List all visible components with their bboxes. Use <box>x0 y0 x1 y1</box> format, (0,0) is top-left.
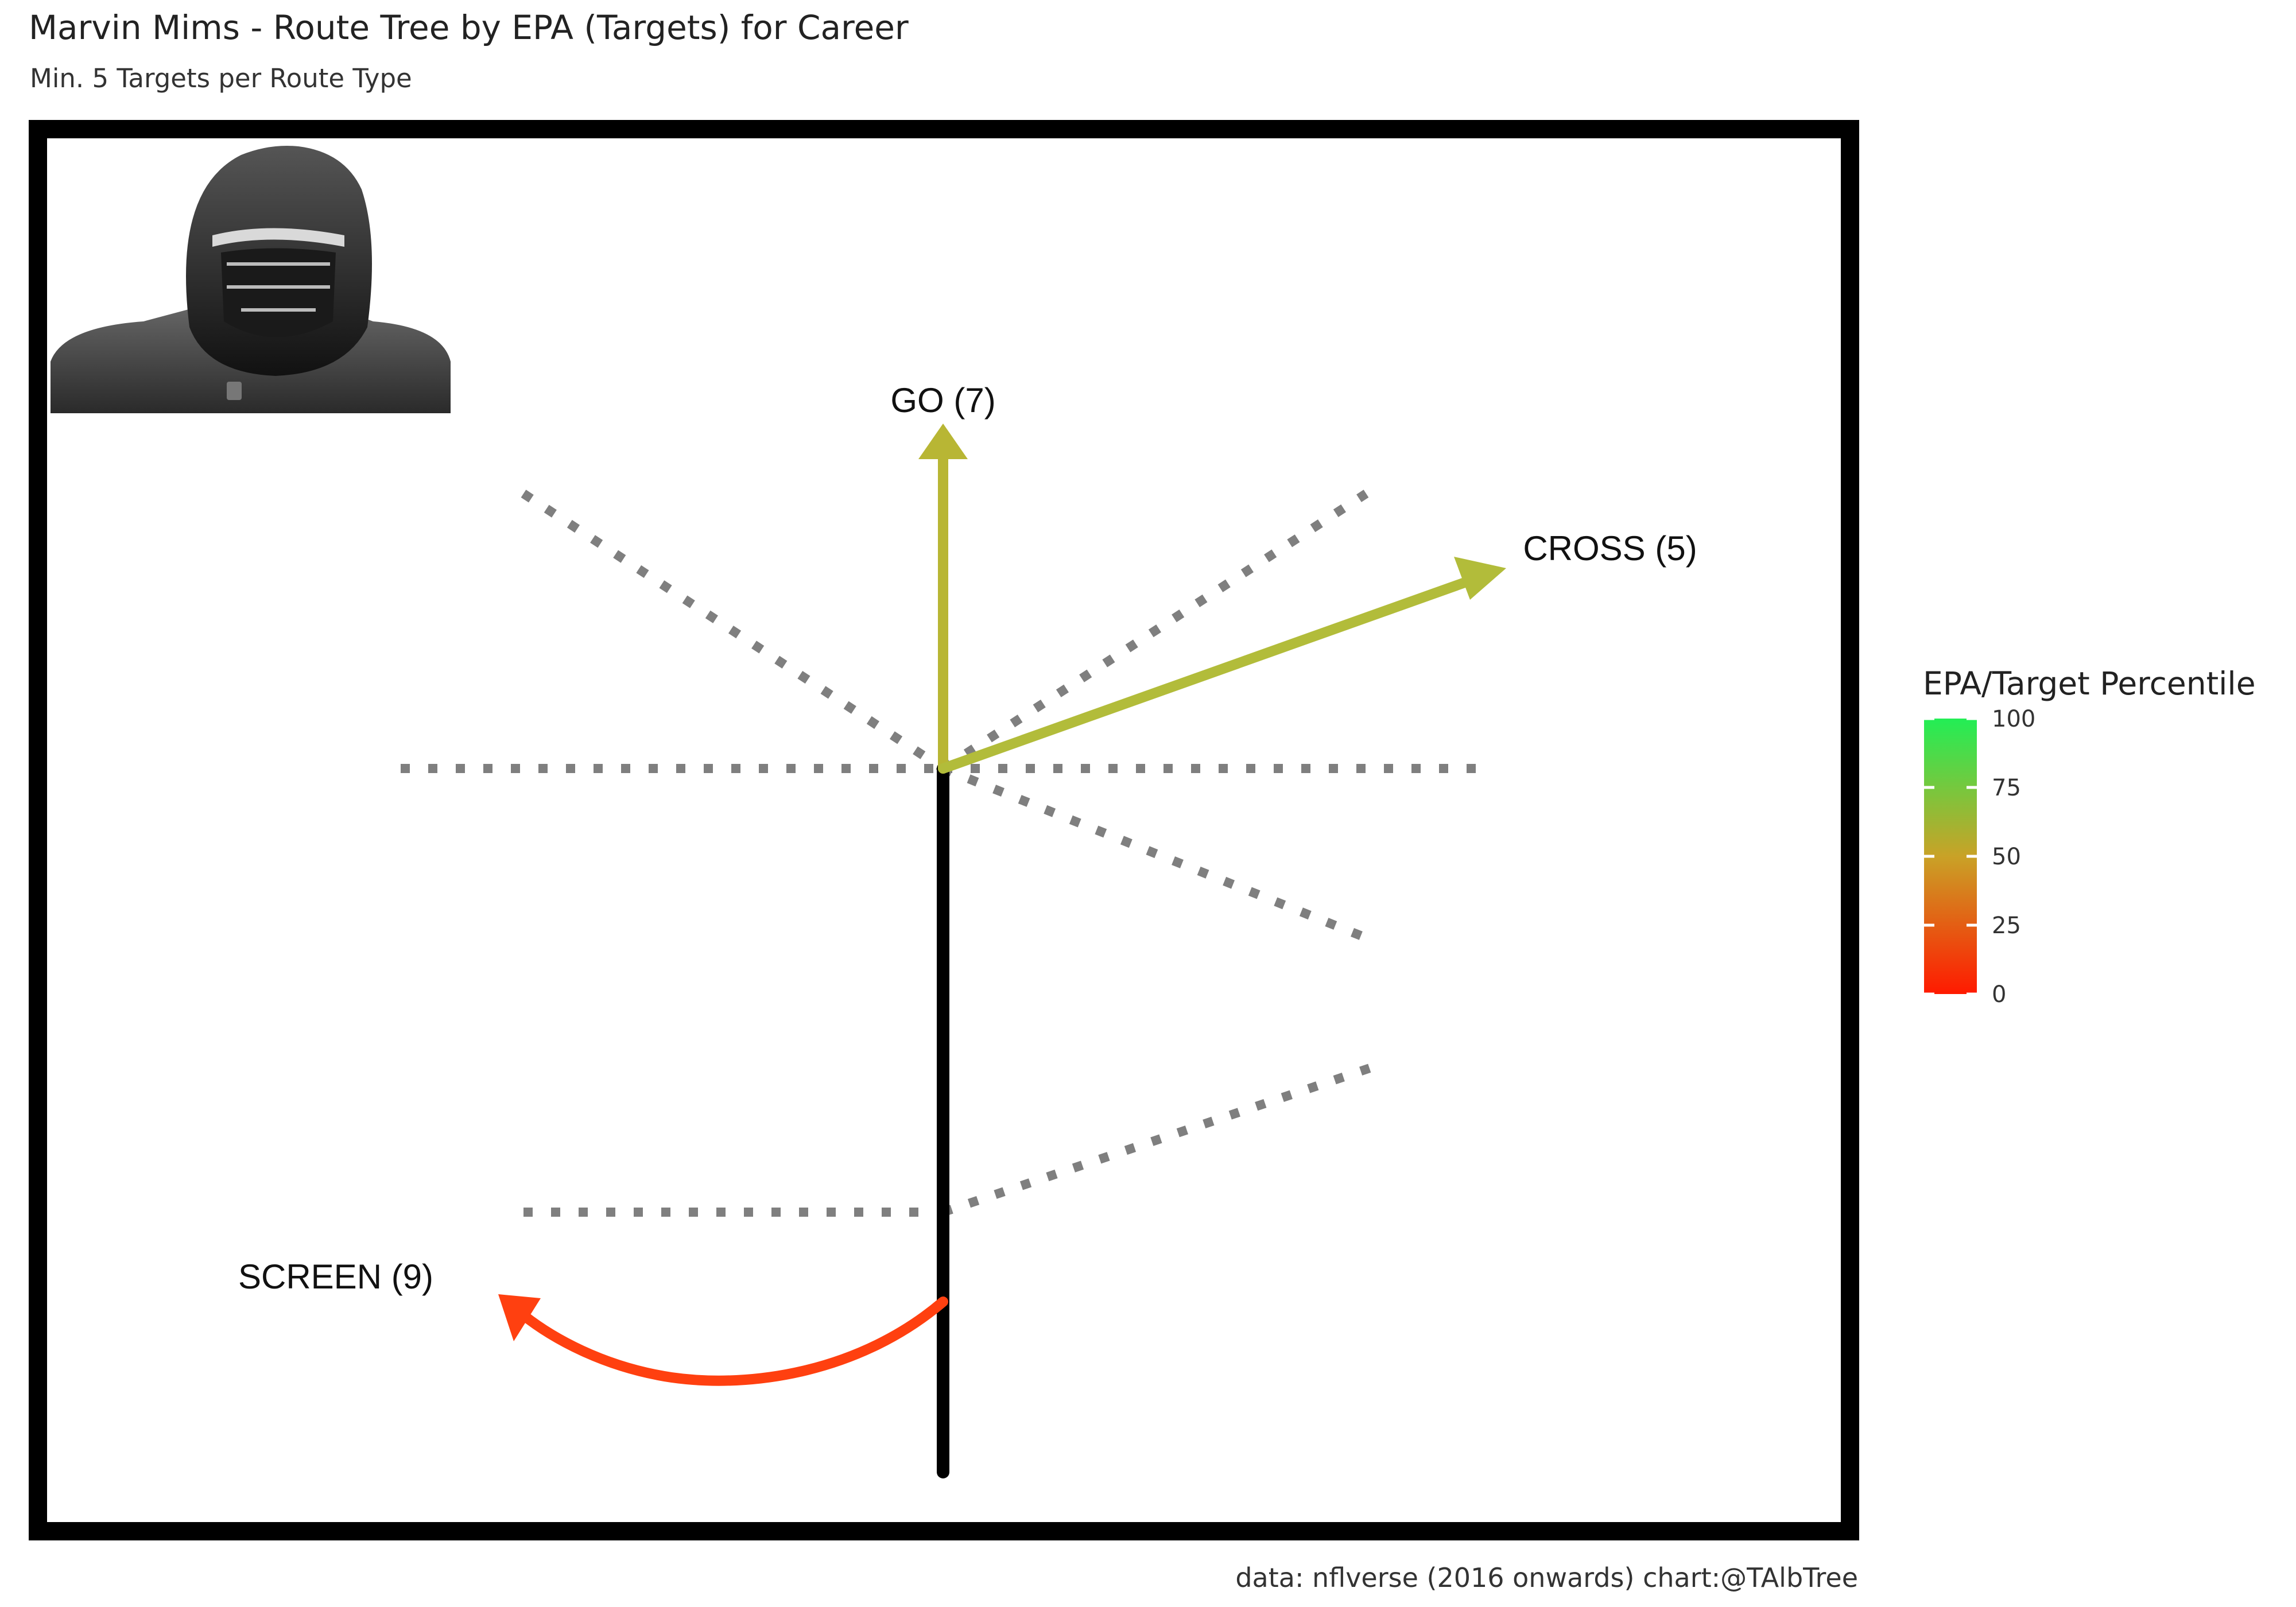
route-label-go: GO (7) <box>890 381 995 420</box>
legend-tick-label: 50 <box>1992 844 2021 870</box>
chart-caption: data: nflverse (2016 onwards) chart:@TAl… <box>1235 1562 1858 1593</box>
template-route-short-up <box>941 1059 1385 1217</box>
route-label-screen: SCREEN (9) <box>238 1257 433 1296</box>
legend-tick-label: 75 <box>1992 775 2021 801</box>
chart-subtitle: Min. 5 Targets per Route Type <box>30 63 412 94</box>
route-screen: SCREEN (9) <box>238 1257 948 1386</box>
legend-tick-label: 0 <box>1992 981 2006 1008</box>
route-cross: CROSS (5) <box>938 529 1697 774</box>
field-frame <box>29 120 1859 1540</box>
route-label-cross: CROSS (5) <box>1523 529 1697 568</box>
player-headshot <box>51 146 451 413</box>
legend-title: EPA/Target Percentile <box>1923 665 2256 702</box>
template-routes <box>401 490 1487 1217</box>
legend-tick-label: 25 <box>1992 913 2021 939</box>
template-route-post-left <box>521 490 946 773</box>
route-go: GO (7) <box>890 381 996 774</box>
legend-tick-label: 100 <box>1992 706 2035 732</box>
chart-title: Marvin Mims - Route Tree by EPA (Targets… <box>29 8 909 47</box>
legend: EPA/Target Percentile 100 75 50 25 0 <box>1923 665 2256 1008</box>
template-route-out-down <box>941 764 1376 946</box>
template-route-post-right <box>940 490 1369 773</box>
